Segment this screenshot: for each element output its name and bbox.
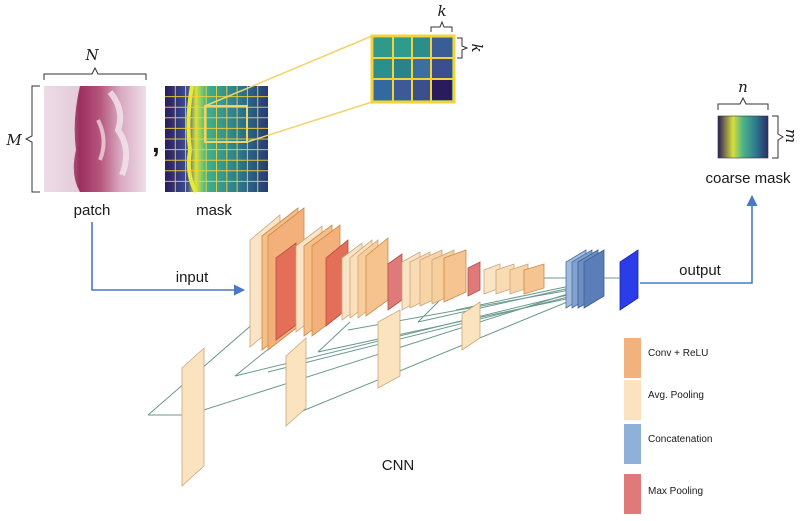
k-top-label: k — [437, 2, 446, 20]
legend-swatch-avg-pooling — [624, 380, 641, 420]
coarse-mask-label: coarse mask — [705, 170, 791, 187]
n-width-brace — [43, 66, 147, 80]
m-small-brace — [772, 115, 784, 159]
n-width-label: N — [84, 46, 99, 64]
zoom-line-top — [204, 35, 373, 107]
legend-label-conv-relu: Conv + ReLU — [648, 348, 708, 359]
patch-image — [44, 86, 146, 192]
cnn-network — [181, 207, 639, 487]
n-small-brace — [717, 96, 769, 110]
input-label: input — [176, 269, 209, 286]
legend-swatch-conv-relu — [624, 338, 641, 378]
cnn-label: CNN — [382, 457, 415, 474]
patch-label: patch — [74, 202, 111, 219]
mask-image — [165, 85, 268, 194]
zoomed-grid — [370, 34, 456, 104]
mask-label: mask — [196, 202, 232, 219]
legend-label-concatenation: Concatenation — [648, 434, 713, 445]
mask-zoom-region — [204, 105, 248, 143]
k-side-brace — [457, 37, 469, 59]
zoom-line-bottom — [246, 101, 373, 143]
m-height-brace — [24, 85, 40, 193]
coarse-mask-image — [717, 115, 769, 159]
legend-label-avg-pooling: Avg. Pooling — [648, 390, 704, 401]
m-small-label: m — [782, 129, 800, 143]
legend-swatch-concatenation — [624, 424, 641, 464]
comma-separator: , — [152, 127, 160, 158]
output-block — [619, 249, 639, 311]
legend-swatch-max-pooling — [624, 474, 641, 514]
k-top-brace — [430, 20, 453, 32]
n-small-label: n — [738, 78, 748, 96]
input-arrow — [91, 222, 246, 296]
legend: Conv + ReLU Avg. Pooling Concatenation M… — [624, 338, 713, 514]
output-label: output — [679, 262, 722, 279]
output-arrow — [640, 194, 758, 284]
legend-label-max-pooling: Max Pooling — [648, 486, 703, 497]
m-height-label: M — [5, 131, 22, 149]
k-side-label: k — [468, 43, 486, 52]
